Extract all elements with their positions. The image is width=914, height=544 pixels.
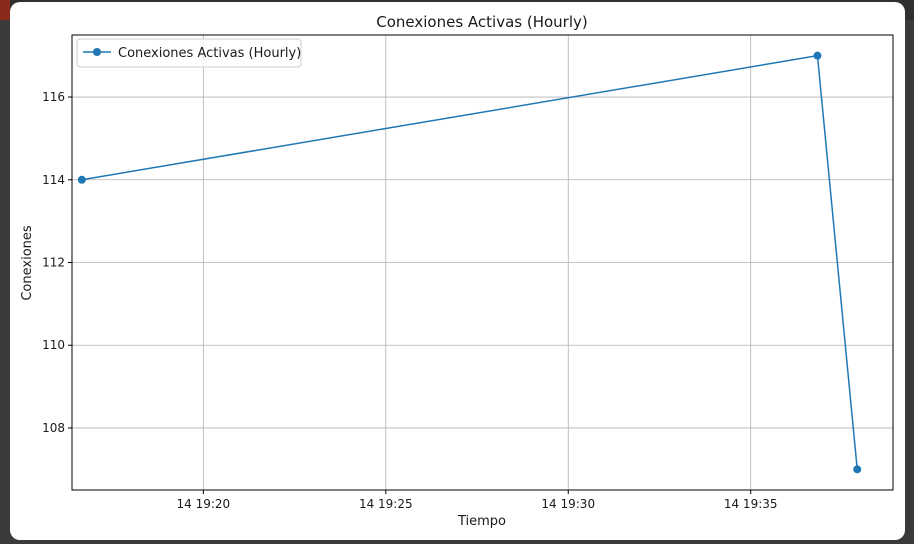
x-axis: 14 19:20 14 19:25 14 19:30 14 19:35: [177, 490, 778, 511]
x-tick-label: 14 19:20: [177, 497, 231, 511]
x-tick-label: 14 19:25: [359, 497, 413, 511]
legend-marker-swatch: [93, 48, 101, 56]
y-axis: 108 110 112 114 116: [42, 90, 72, 435]
y-tick-label: 108: [42, 421, 65, 435]
data-point: [853, 465, 862, 474]
chart-title: Conexiones Activas (Hourly): [376, 13, 588, 31]
x-axis-label: Tiempo: [457, 514, 506, 529]
data-point: [77, 175, 86, 184]
legend-box: [76, 38, 302, 68]
chart-window: Conexiones Activas (Hourly) 14 19:20 14 1…: [10, 2, 905, 540]
line-chart: Conexiones Activas (Hourly) 14 19:20 14 1…: [20, 13, 894, 529]
x-tick-label: 14 19:35: [724, 497, 778, 511]
y-tick-label: 116: [42, 90, 65, 104]
series-layer: [77, 51, 862, 474]
background-accent: [0, 0, 10, 20]
y-tick-label: 110: [42, 338, 65, 352]
data-point: [813, 51, 822, 60]
y-axis-label: Conexiones: [20, 225, 35, 301]
y-tick-label: 112: [42, 256, 65, 270]
grid-lines: [72, 35, 893, 490]
y-tick-label: 114: [42, 173, 65, 187]
legend-label: Conexiones Activas (Hourly): [118, 46, 301, 61]
x-tick-label: 14 19:30: [541, 497, 595, 511]
legend: Conexiones Activas (Hourly): [76, 38, 302, 68]
